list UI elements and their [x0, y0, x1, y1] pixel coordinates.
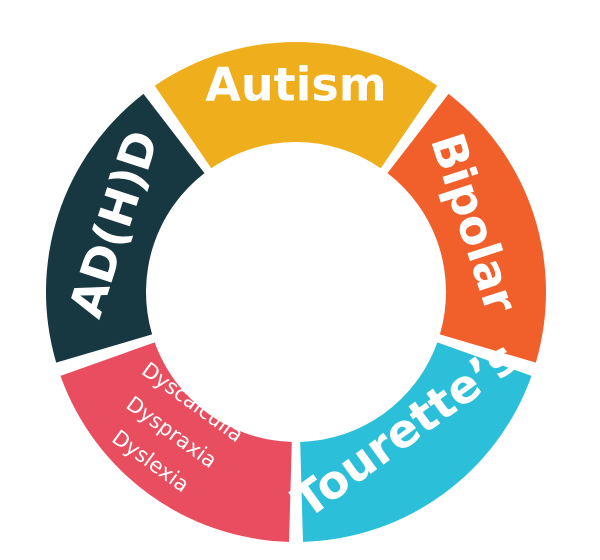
segment-bipolar [387, 93, 547, 363]
segment-tourettes [300, 342, 532, 542]
segment-learning [60, 342, 292, 542]
segment-autism [154, 41, 438, 169]
segments-layer [45, 41, 547, 542]
segment-adhd [45, 93, 205, 363]
segment-label-autism: Autism [205, 58, 386, 112]
